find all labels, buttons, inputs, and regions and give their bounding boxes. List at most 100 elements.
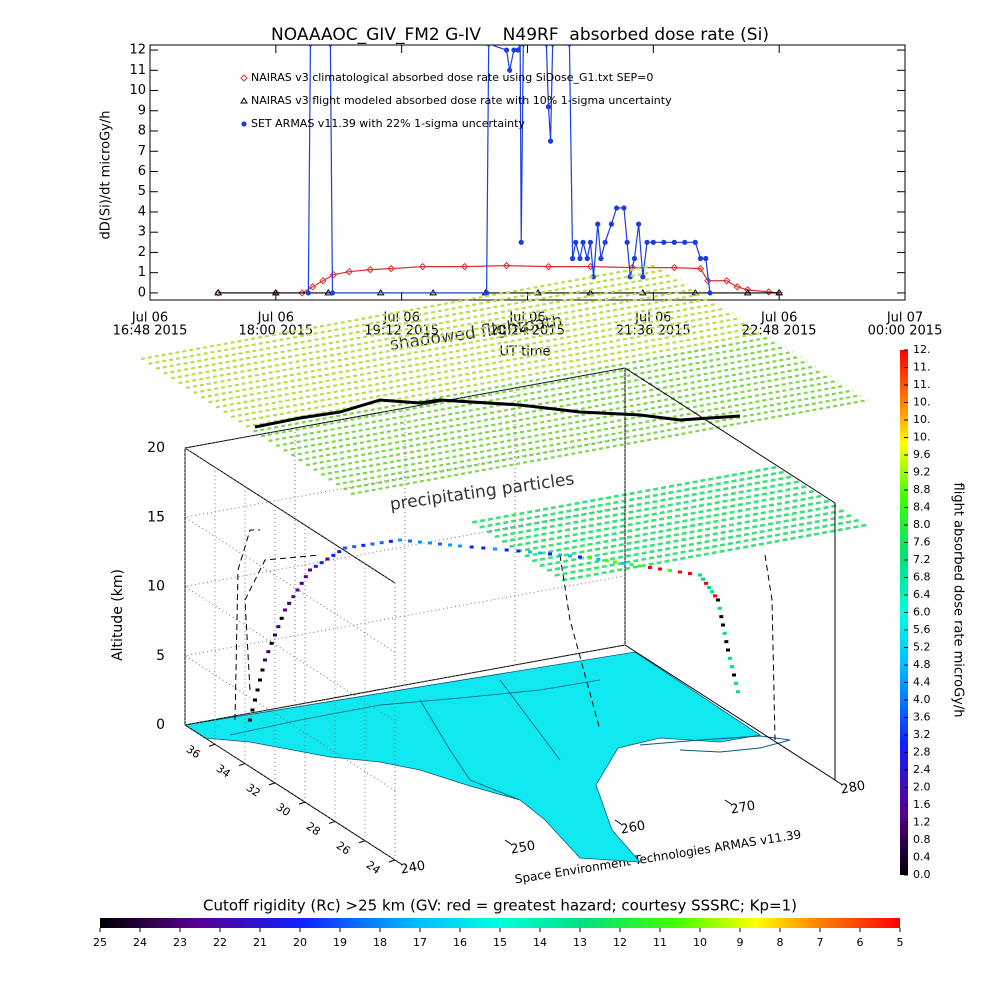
- colorbar-tick-label: 3.2: [913, 728, 931, 741]
- y-tick-label: 3: [138, 225, 146, 240]
- colorbar-tick-label: 2.4: [913, 763, 931, 776]
- series-line: [218, 264, 780, 294]
- particle-plane: [155, 273, 674, 370]
- projection-line: [764, 554, 776, 741]
- particle-plane: [215, 312, 734, 409]
- marker: [569, 255, 576, 262]
- flight-dot: [438, 542, 442, 546]
- flight-dot: [726, 648, 730, 652]
- flight-dot: [730, 665, 734, 669]
- colorbar-tick-label: 6.8: [913, 571, 931, 584]
- colorbar-tick-label: 12: [613, 936, 627, 949]
- flight-dot: [276, 625, 281, 629]
- colorbar-tick-label: 5: [897, 936, 904, 949]
- particle-plane: [245, 331, 764, 428]
- marker: [608, 221, 614, 227]
- marker: [743, 288, 752, 296]
- marker: [345, 267, 353, 276]
- marker: [418, 262, 427, 271]
- flight-dot: [621, 561, 626, 565]
- x-tick: [614, 819, 622, 825]
- map-border: [499, 679, 561, 761]
- colorbar-tick-label: 2.0: [913, 781, 931, 794]
- flight-dot: [504, 548, 509, 552]
- marker: [723, 277, 731, 285]
- particle-plane: [178, 288, 696, 385]
- marker: [550, 45, 556, 47]
- marker: [682, 239, 688, 245]
- flight-dot: [458, 544, 462, 548]
- flight-dot: [283, 608, 287, 612]
- plot-area: [214, 45, 784, 297]
- marker: [240, 97, 248, 104]
- marker: [567, 45, 572, 47]
- particle-plane: [335, 389, 854, 486]
- flight-dot: [596, 557, 601, 561]
- marker: [621, 205, 627, 211]
- flight-dot: [658, 567, 662, 571]
- marker: [271, 288, 280, 296]
- y-tick: [358, 840, 366, 844]
- x-tick: [834, 779, 842, 785]
- map-coast: [639, 735, 791, 753]
- x-tick-label: 280: [839, 778, 866, 797]
- particle-plane: [516, 494, 824, 553]
- flight-dot: [717, 606, 722, 610]
- marker: [507, 67, 513, 73]
- marker: [308, 283, 317, 291]
- marker: [704, 277, 712, 285]
- colorbar-tick-label: 0.8: [913, 833, 931, 846]
- particle-plane: [554, 518, 861, 577]
- y-tick-label: 30: [274, 800, 293, 819]
- marker: [460, 262, 469, 271]
- flight-dot: [713, 594, 717, 598]
- z-tick-label: 15: [147, 509, 165, 525]
- colorbar-tick-label: 8.8: [913, 483, 931, 496]
- marker: [775, 288, 784, 296]
- flight-dot: [481, 546, 486, 550]
- x-tick-label: 21:36 2015: [616, 324, 691, 339]
- colorbar-tick-label: 6.0: [913, 606, 931, 619]
- particle-plane: [486, 475, 794, 534]
- marker: [503, 47, 510, 53]
- particle-plane: [350, 398, 869, 496]
- marker: [272, 289, 280, 297]
- colorbar-tick-label: 4.8: [913, 658, 931, 671]
- y-tick-label: 1: [138, 265, 146, 280]
- marker: [671, 239, 677, 245]
- marker: [661, 239, 667, 245]
- y-tick-label: 10: [129, 83, 146, 98]
- flight-dot: [313, 564, 318, 568]
- marker: [692, 239, 698, 245]
- colorbar-tick-label: 13: [573, 936, 587, 949]
- particle-plane: [253, 336, 771, 433]
- legend-label: NAIRAS v3 flight modeled absorbed dose r…: [251, 94, 672, 107]
- x-tick-label: Jul 07: [886, 311, 923, 326]
- x-tick-label: Jul 06: [257, 311, 294, 326]
- colorbar-tick-label: 4.0: [913, 693, 931, 706]
- flight-dot: [287, 601, 292, 605]
- marker: [650, 239, 656, 245]
- marker: [614, 205, 620, 211]
- particle-plane: [260, 341, 779, 438]
- colorbar-label: Cutoff rigidity (Rc) >25 km (GV: red = g…: [203, 897, 797, 915]
- flight-dot: [721, 623, 725, 627]
- flight-dot: [352, 545, 357, 549]
- flight-dot: [325, 557, 330, 561]
- flight-dot: [291, 595, 296, 599]
- flight-dot: [538, 551, 542, 555]
- x-tick: [504, 839, 512, 845]
- flight-dot: [248, 718, 252, 722]
- annotation: Space Environment Technologies ARMAS v11…: [514, 827, 802, 886]
- flight-dot: [250, 708, 255, 712]
- projection-line: [234, 529, 260, 721]
- marker: [587, 239, 594, 245]
- flight-dot: [568, 554, 572, 558]
- y-tick-label: 8: [138, 124, 146, 139]
- flight-dot: [337, 550, 342, 554]
- marker: [547, 138, 554, 144]
- y-tick-label: 6: [138, 164, 146, 179]
- x-tick-label: 00:00 2015: [868, 324, 943, 339]
- axis-box: [624, 644, 836, 781]
- marker: [764, 288, 773, 296]
